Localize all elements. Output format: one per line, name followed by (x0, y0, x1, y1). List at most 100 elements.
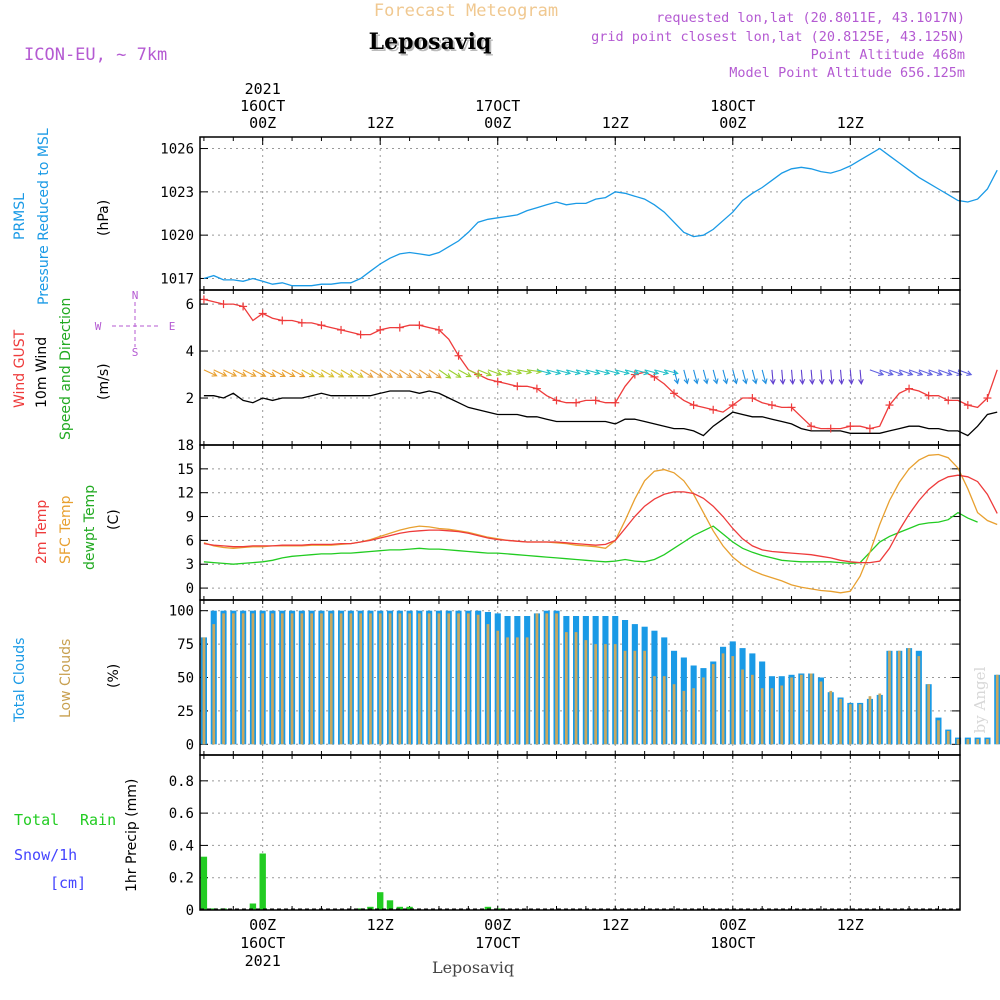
arrow-head (357, 372, 364, 378)
gust-marker (356, 330, 365, 339)
low-cloud-bar (995, 674, 999, 745)
arrow-head (752, 378, 758, 385)
y-tick-label: 12 (177, 486, 194, 502)
label-pct-unit: (%) (106, 664, 122, 688)
label-ms-unit: (m/s) (96, 363, 112, 400)
arrow-head (809, 378, 815, 385)
low-cloud-bar (790, 677, 793, 745)
compass-e: E (169, 320, 176, 333)
gust-marker (944, 396, 953, 405)
arrow-head (828, 378, 835, 385)
precip-labels: Total Rain Snow/1h [cm] 1hr Precip (mm) (14, 779, 140, 892)
low-cloud-bar (525, 637, 529, 745)
top-time-label: 00Z (719, 114, 746, 132)
low-cloud-bar (721, 653, 725, 745)
wind-direction-arrow (615, 369, 630, 376)
low-cloud-bar (535, 613, 539, 745)
arrow-head (445, 373, 452, 379)
low-cloud-bar (222, 613, 225, 745)
arrow-head (309, 372, 316, 378)
arrow-shaft (448, 369, 461, 378)
arrow-head (506, 370, 513, 376)
top-time-label: 12Z (367, 114, 394, 132)
arrow-head (907, 370, 914, 376)
wind-direction-arrow (575, 369, 591, 376)
low-cloud-bar (476, 614, 480, 745)
precip-bar (200, 856, 208, 910)
low-cloud-bar (878, 693, 882, 745)
gust-marker (337, 325, 346, 334)
y-tick-label: 25 (177, 704, 194, 720)
arrow-head (396, 372, 403, 379)
wind-direction-arrow (242, 369, 257, 377)
low-cloud-bar (232, 613, 235, 745)
gust-marker (591, 396, 600, 405)
wind-direction-arrow (203, 369, 218, 377)
gust-marker (728, 401, 737, 410)
arrow-head (956, 370, 963, 376)
arrow-head (761, 378, 768, 385)
low-cloud-bar (731, 656, 735, 745)
y-tick-label: 3 (186, 557, 194, 573)
wind-direction-arrow (438, 369, 452, 379)
wind-direction-arrow (252, 369, 267, 377)
gust-marker (454, 351, 463, 360)
arrow-shaft (536, 369, 551, 375)
y-tick-label: 1023 (160, 185, 194, 201)
low-cloud-bar (966, 739, 970, 745)
low-cloud-bar (427, 613, 431, 745)
bottom-time-label: 17OCT (475, 934, 520, 952)
gust-marker (611, 398, 620, 407)
top-time-label: 18OCT (710, 97, 755, 115)
wind-direction-arrow (389, 369, 403, 379)
arrow-head (496, 370, 503, 376)
wind-direction-arrow (282, 369, 296, 378)
gust-marker (219, 300, 228, 309)
arrow-head (289, 372, 296, 378)
low-cloud-bar (839, 698, 842, 745)
label-pressure-msl: Pressure Reduced to MSL (36, 128, 52, 305)
low-cloud-bar (976, 739, 979, 745)
sfc-temp-line (203, 453, 998, 594)
precip-bar (210, 908, 217, 910)
wind-direction-arrow (869, 369, 885, 376)
arrow-head (435, 373, 442, 379)
precip-bar (406, 906, 413, 910)
wind-direction-arrow (301, 369, 316, 378)
low-cloud-bar (467, 613, 470, 745)
arrow-shaft (928, 369, 943, 376)
arrow-shaft (664, 369, 678, 375)
low-cloud-bar (280, 613, 284, 745)
gust-marker (552, 396, 561, 405)
gust-marker (787, 403, 796, 412)
gust-marker (670, 389, 679, 398)
wind-direction-arrow (928, 369, 943, 376)
wind-direction-arrow (223, 369, 238, 377)
arrow-head (722, 378, 729, 385)
t2m-line (203, 474, 998, 564)
arrow-shaft (272, 369, 286, 377)
wind-direction-arrow (477, 369, 493, 377)
arrow-head (927, 370, 934, 376)
arrow-shaft (477, 369, 492, 376)
precip-bar (484, 906, 492, 910)
wind-direction-arrow (889, 369, 904, 376)
gust-marker (297, 318, 306, 327)
wind-direction-arrow (879, 369, 894, 376)
arrow-shaft (389, 369, 403, 378)
wind-direction-arrow (497, 369, 513, 376)
arrow-head (416, 372, 423, 379)
arrow-shaft (683, 369, 688, 384)
arrow-shaft (790, 369, 794, 384)
gust-marker (885, 401, 894, 410)
arrow-shaft (810, 369, 813, 384)
wind-direction-arrow (938, 369, 953, 376)
low-cloud-bar (760, 688, 764, 745)
bottom-time-label: 00Z (484, 916, 511, 934)
point-altitude: Point Altitude 468m (811, 47, 965, 63)
low-cloud-bar (388, 613, 392, 745)
arrow-head (367, 372, 374, 378)
wind-direction-arrow (458, 369, 472, 378)
wind-speed-line (203, 390, 998, 437)
arrow-head (887, 370, 894, 376)
